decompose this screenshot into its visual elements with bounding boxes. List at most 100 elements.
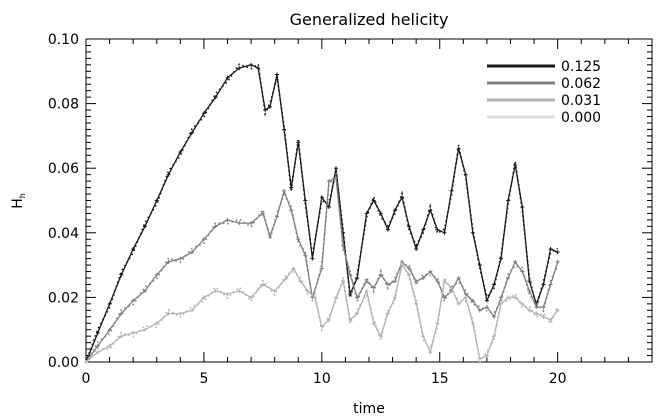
y-tick-label: 0.02 bbox=[48, 290, 79, 306]
data-point bbox=[442, 279, 447, 284]
data-point bbox=[333, 166, 338, 171]
data-point bbox=[154, 321, 159, 326]
data-point bbox=[178, 311, 183, 316]
data-point bbox=[449, 285, 454, 290]
data-point bbox=[378, 272, 383, 277]
data-point bbox=[421, 334, 426, 339]
data-point bbox=[414, 279, 419, 284]
data-point bbox=[548, 318, 553, 323]
data-point bbox=[442, 295, 447, 300]
data-point bbox=[303, 198, 308, 203]
data-point bbox=[555, 250, 560, 255]
data-point bbox=[142, 224, 147, 229]
data-point bbox=[435, 321, 440, 326]
data-point bbox=[385, 282, 390, 287]
data-point bbox=[119, 272, 124, 277]
y-tick-label: 0.10 bbox=[48, 32, 79, 48]
data-point bbox=[378, 211, 383, 216]
data-point bbox=[213, 224, 218, 229]
data-point bbox=[534, 305, 539, 310]
data-point bbox=[407, 266, 412, 271]
data-point bbox=[477, 308, 482, 313]
series-0.031 bbox=[84, 258, 560, 365]
data-point bbox=[282, 127, 287, 132]
data-point bbox=[107, 327, 112, 332]
data-point bbox=[364, 211, 369, 216]
data-point bbox=[428, 269, 433, 274]
data-point bbox=[555, 308, 560, 313]
data-point bbox=[491, 314, 496, 319]
data-point bbox=[520, 269, 525, 274]
y-axis-label-main: H bbox=[10, 198, 26, 209]
data-point bbox=[131, 246, 136, 251]
data-point bbox=[237, 66, 242, 71]
data-point bbox=[326, 204, 331, 209]
data-point bbox=[484, 305, 489, 310]
data-point bbox=[256, 66, 261, 71]
legend-label: 0.062 bbox=[561, 76, 601, 92]
data-point bbox=[237, 288, 242, 293]
data-point bbox=[414, 246, 419, 251]
data-point bbox=[303, 253, 308, 258]
data-point bbox=[548, 246, 553, 251]
data-point bbox=[267, 104, 272, 109]
data-point bbox=[225, 217, 230, 222]
data-point bbox=[513, 295, 518, 300]
data-point bbox=[506, 295, 511, 300]
data-point bbox=[333, 295, 338, 300]
data-point bbox=[166, 259, 171, 264]
data-point bbox=[296, 140, 301, 145]
legend-label: 0.031 bbox=[561, 93, 601, 109]
x-tick-label: 15 bbox=[431, 371, 449, 387]
data-point bbox=[119, 334, 124, 339]
data-point bbox=[527, 308, 532, 313]
data-point bbox=[326, 179, 331, 184]
data-point bbox=[470, 230, 475, 235]
data-point bbox=[95, 350, 100, 355]
data-point bbox=[407, 224, 412, 229]
data-point bbox=[154, 198, 159, 203]
data-point bbox=[555, 259, 560, 264]
data-point bbox=[392, 279, 397, 284]
data-point bbox=[237, 221, 242, 226]
data-point bbox=[548, 282, 553, 287]
data-point bbox=[407, 272, 412, 277]
y-tick-label: 0.06 bbox=[48, 161, 79, 177]
data-point bbox=[95, 330, 100, 335]
data-point bbox=[421, 227, 426, 232]
data-point bbox=[491, 334, 496, 339]
data-point bbox=[527, 288, 532, 293]
data-point bbox=[289, 185, 294, 190]
y-axis-label-subscript: h bbox=[18, 193, 27, 198]
data-point bbox=[249, 295, 254, 300]
data-point bbox=[527, 279, 532, 284]
data-point bbox=[442, 230, 447, 235]
data-point bbox=[463, 172, 468, 177]
data-point bbox=[291, 266, 296, 271]
data-point bbox=[499, 295, 504, 300]
data-point bbox=[355, 311, 360, 316]
data-point bbox=[154, 272, 159, 277]
data-point bbox=[201, 295, 206, 300]
data-point bbox=[95, 343, 100, 348]
data-point bbox=[371, 198, 376, 203]
data-point bbox=[392, 295, 397, 300]
data-point bbox=[84, 360, 88, 364]
data-point bbox=[166, 172, 171, 177]
data-point bbox=[499, 256, 504, 261]
data-point bbox=[385, 227, 390, 232]
data-point bbox=[249, 221, 254, 226]
data-point bbox=[319, 324, 324, 329]
legend-label: 0.125 bbox=[561, 59, 601, 75]
series-0.125 bbox=[84, 62, 560, 364]
data-point bbox=[435, 279, 440, 284]
axes: 0 5 10 15 20 0.00 0.02 0.04 0.06 0.08 0.10 bbox=[48, 32, 653, 387]
data-point bbox=[190, 250, 195, 255]
data-point bbox=[249, 62, 254, 67]
data-point bbox=[355, 276, 360, 281]
series-line bbox=[85, 264, 559, 363]
data-point bbox=[142, 327, 147, 332]
data-point bbox=[107, 343, 112, 348]
data-point bbox=[520, 204, 525, 209]
x-tick-label: 20 bbox=[549, 371, 567, 387]
